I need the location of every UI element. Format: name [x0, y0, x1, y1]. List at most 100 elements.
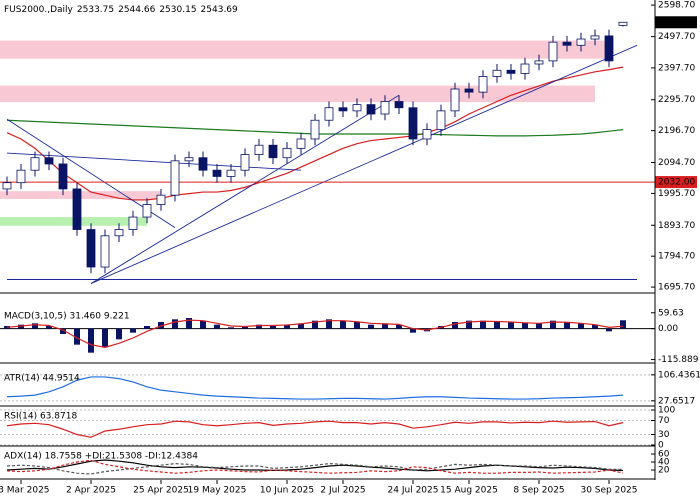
histogram-bar — [312, 320, 318, 329]
histogram-bar — [592, 324, 598, 329]
y-tick-label: 27.6517 — [658, 396, 695, 406]
y-tick-label: 106.4361 — [658, 370, 700, 380]
histogram-bar — [214, 324, 220, 329]
candle-body — [576, 38, 586, 46]
histogram-bar — [242, 326, 248, 329]
last-price: 2543.69 — [658, 18, 695, 28]
x-tick-label: 2 Apr 2025 — [66, 486, 116, 496]
y-tick-label: 30 — [658, 430, 670, 440]
histogram-bar — [466, 320, 472, 329]
price-label-box — [655, 176, 697, 189]
candle-body — [394, 101, 404, 109]
candle-body — [352, 104, 362, 112]
trend-line — [90, 44, 638, 284]
candle-body — [324, 107, 334, 121]
indicator-line — [6, 462, 624, 475]
candle-body — [408, 107, 418, 140]
candle-body — [590, 35, 600, 40]
histogram-bar — [564, 322, 570, 329]
indicator-header: ATR(14) 44.9514 — [4, 374, 80, 384]
histogram-bar — [494, 321, 500, 329]
y-tick-label: 1995.70 — [658, 189, 695, 199]
zone — [0, 85, 595, 103]
histogram-bar — [340, 320, 346, 329]
candle-body — [58, 163, 68, 190]
histogram-bar — [410, 328, 416, 333]
candle-body — [436, 110, 446, 131]
y-tick-label: 2094.70 — [658, 158, 695, 168]
candle-body — [30, 157, 40, 171]
candle-body — [366, 104, 376, 115]
candle-body — [282, 147, 292, 159]
candle-body — [604, 35, 614, 62]
histogram-bar — [88, 328, 94, 353]
y-tick-label: 40 — [658, 458, 670, 468]
histogram-bar — [32, 323, 38, 329]
candle-body — [548, 41, 558, 62]
title-part: 2544.66 — [118, 5, 155, 15]
candle-body — [492, 69, 502, 77]
histogram-bar — [452, 322, 458, 329]
x-tick-label: 10 Jun 2025 — [260, 486, 314, 496]
candle-body — [478, 76, 488, 93]
x-tick-label: 24 Jul 2025 — [388, 486, 439, 496]
candle-body — [464, 88, 474, 93]
histogram-bar — [270, 326, 276, 329]
candle-body — [128, 216, 138, 230]
x-tick-label: 25 Apr 2025 — [133, 486, 189, 496]
y-tick-label: 2598.70 — [658, 1, 695, 11]
price-label: 2032.00 — [658, 178, 695, 188]
candle-body — [422, 129, 432, 140]
candle-body — [198, 157, 208, 171]
candle-body — [16, 169, 26, 184]
histogram-bar — [368, 324, 374, 329]
candle-body — [212, 169, 222, 177]
candle-body — [184, 157, 194, 162]
y-tick-label: 2397.70 — [658, 63, 695, 73]
candle-body — [170, 160, 180, 196]
candle-body — [450, 88, 460, 112]
candle-body — [268, 144, 278, 159]
indicator-header: ADX(14) 18.7558 +DI:21.5308 -DI:12.4384 — [4, 452, 198, 462]
candle-body — [240, 154, 250, 171]
histogram-bar — [382, 323, 388, 329]
chart-title: FUS2000.,Daily 2533.75 2544.66 2530.15 2543.… — [4, 5, 238, 15]
y-tick-label: 70 — [658, 416, 670, 426]
trend-line — [90, 94, 400, 284]
zone — [0, 40, 609, 59]
y-tick-label: 59.63 — [658, 308, 684, 318]
candle-body — [86, 229, 96, 268]
candle-body — [100, 235, 110, 268]
histogram-bar — [130, 328, 136, 333]
histogram-bar — [606, 328, 612, 332]
trend-line — [6, 152, 302, 171]
x-tick-label: 19 May 2025 — [188, 486, 247, 496]
x-tick-label: 15 Aug 2025 — [440, 486, 498, 496]
candle-body — [506, 69, 516, 74]
histogram-bar — [172, 319, 178, 329]
histogram-bar — [116, 328, 122, 340]
y-tick-label: 60 — [658, 450, 670, 460]
y-tick-label: 1794.70 — [658, 252, 695, 262]
y-tick-label: 1695.70 — [658, 283, 695, 293]
candle-body — [338, 107, 348, 112]
indicator-line — [6, 376, 624, 400]
histogram-bar — [18, 324, 24, 329]
y-tick-label: 2196.70 — [658, 126, 695, 136]
candle-body — [254, 144, 264, 155]
y-tick-label: 20 — [658, 466, 670, 476]
histogram-bar — [326, 319, 332, 329]
histogram-bar — [550, 320, 556, 329]
histogram-bar — [144, 326, 150, 329]
x-tick-label: 2 Jul 2025 — [320, 486, 365, 496]
candle-body — [142, 204, 152, 218]
candle-body — [114, 229, 124, 237]
candle-body — [226, 169, 236, 177]
candle-body — [44, 157, 54, 165]
signal-line — [6, 319, 624, 348]
histogram-bar — [578, 323, 584, 329]
histogram-bar — [284, 324, 290, 329]
candle-body — [296, 138, 306, 149]
